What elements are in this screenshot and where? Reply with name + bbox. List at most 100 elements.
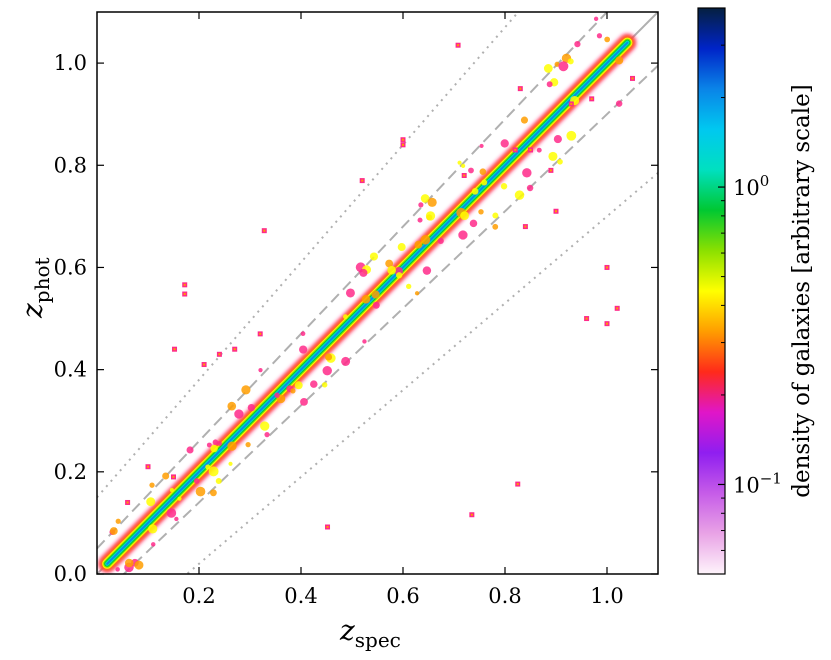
- density-blob: [414, 291, 420, 296]
- colorbar: 100 10−1 density of galaxies [arbitrary s…: [697, 7, 815, 575]
- colorbar-tick-label: 10−1: [733, 469, 782, 497]
- outlier-point-core: [519, 87, 522, 90]
- density-blob: [174, 516, 179, 522]
- density-blob: [469, 219, 478, 228]
- density-blob: [520, 116, 528, 124]
- density-blob: [362, 339, 367, 344]
- density-blob: [396, 272, 403, 279]
- density-blob: [216, 441, 222, 447]
- density-blob: [150, 542, 156, 547]
- x-axis-label: zspec: [339, 614, 401, 652]
- density-blob: [109, 527, 118, 535]
- density-blob: [604, 36, 611, 43]
- density-blob: [567, 58, 574, 65]
- outlier-point-core: [616, 307, 619, 310]
- outlier-point-core: [402, 143, 404, 146]
- density-blob: [300, 331, 306, 337]
- density-blob: [205, 464, 211, 470]
- density-blob: [471, 188, 479, 195]
- density-blob: [492, 212, 499, 219]
- outlier-point-core: [172, 475, 175, 478]
- density-blob: [300, 397, 308, 406]
- density-blob: [372, 301, 380, 309]
- outlier-point-core: [606, 266, 608, 269]
- y-axis-label: zphot: [16, 257, 54, 319]
- outlier-point-core: [631, 77, 634, 80]
- density-blob: [345, 288, 355, 298]
- colorbar-label: density of galaxies [arbitrary scale]: [789, 84, 815, 497]
- density-blob: [558, 61, 569, 72]
- outlier-point-core: [183, 283, 186, 286]
- density-blob: [414, 240, 423, 249]
- density-blob: [548, 151, 558, 161]
- density-blob: [406, 283, 412, 290]
- ref-line-upper-dotted: [97, 12, 520, 499]
- density-blob: [215, 478, 222, 485]
- density-blob: [260, 421, 270, 431]
- density-blob: [299, 345, 308, 354]
- density-blob: [385, 259, 394, 268]
- density-blob: [294, 381, 303, 390]
- x-tick-label: 0.8: [488, 584, 521, 608]
- density-blob: [111, 585, 117, 591]
- density-blob: [149, 482, 155, 488]
- outlier-point-core: [457, 44, 460, 47]
- density-blob: [359, 268, 368, 277]
- density-blob: [234, 409, 244, 419]
- density-blob: [186, 446, 194, 454]
- density-blob: [258, 368, 263, 373]
- density-blob: [134, 560, 144, 570]
- x-tick-label: 0.2: [182, 584, 215, 608]
- density-blob: [212, 439, 219, 445]
- density-blob: [553, 135, 562, 144]
- density-blob: [457, 160, 462, 165]
- density-blob: [596, 33, 603, 39]
- density-blob: [324, 353, 333, 361]
- outlier-point-core: [402, 138, 404, 141]
- density-blob: [460, 211, 469, 221]
- density-blob: [210, 444, 218, 453]
- density-blob: [546, 81, 553, 88]
- outlier-point-core: [585, 317, 588, 320]
- density-blob: [177, 496, 182, 501]
- density-blob: [290, 388, 296, 394]
- outlier-point-core: [470, 513, 473, 516]
- density-blob: [420, 194, 430, 203]
- x-tick-label: 0.6: [386, 584, 419, 608]
- x-tick-label: 0.4: [284, 584, 317, 608]
- density-blob: [458, 230, 468, 240]
- density-blob: [420, 234, 431, 245]
- density-blob: [417, 217, 423, 223]
- density-blob: [195, 486, 206, 497]
- density-blob: [437, 237, 444, 245]
- outlier-point-core: [173, 348, 176, 351]
- outlier-point-core: [463, 174, 466, 177]
- outlier-point-core: [361, 179, 364, 182]
- density-blob: [522, 168, 532, 178]
- outlier-point-core: [529, 148, 532, 151]
- density-blob: [124, 558, 134, 568]
- density-blob: [526, 184, 534, 192]
- density-layer: [98, 16, 636, 591]
- density-blob: [500, 139, 509, 148]
- density-blob: [536, 147, 542, 153]
- y-tick-label: 0.6: [54, 255, 87, 279]
- outlier-point-core: [516, 483, 519, 486]
- density-blob: [227, 401, 237, 411]
- density-blob: [481, 179, 488, 186]
- density-blob: [397, 243, 406, 252]
- density-blob: [322, 365, 332, 376]
- density-blob: [554, 61, 560, 67]
- density-blob: [166, 508, 177, 518]
- density-blob: [162, 472, 170, 480]
- density-blob: [418, 202, 424, 208]
- density-blob: [115, 518, 121, 524]
- density-blob: [387, 265, 397, 275]
- density-blob: [427, 197, 437, 207]
- density-blob: [193, 478, 200, 484]
- outlier-point-core: [590, 97, 593, 100]
- y-tick-label: 0.8: [54, 153, 87, 177]
- density-blob: [574, 40, 581, 48]
- outlier-point-core: [549, 169, 552, 172]
